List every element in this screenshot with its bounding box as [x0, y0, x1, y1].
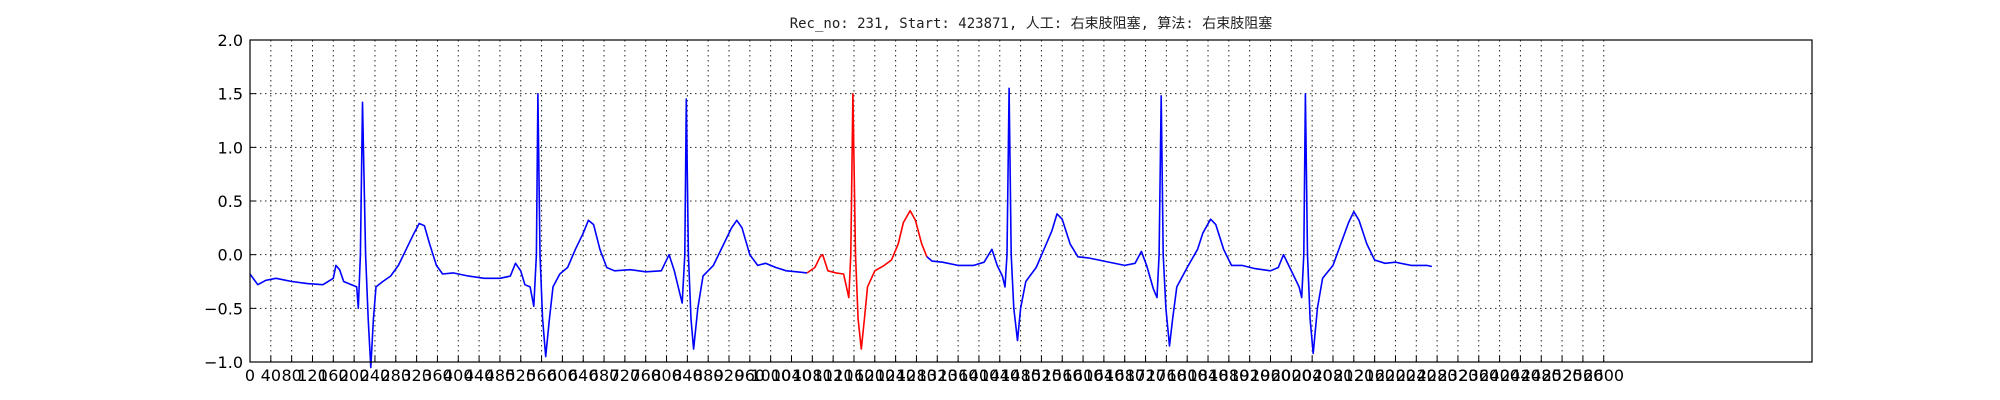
x-tick-label: 2240 [1396, 366, 1437, 385]
x-tick-label: 2120 [1333, 366, 1374, 385]
x-tick-label: 480 [485, 366, 516, 385]
x-tick-label: 1360 [938, 366, 979, 385]
x-tick-label: 2080 [1313, 366, 1354, 385]
chart-title: Rec_no: 231, Start: 423871, 人工: 右束肢阻塞, 算… [790, 15, 1273, 32]
x-tick-label: 120 [297, 366, 328, 385]
x-tick-label: 1520 [1021, 366, 1062, 385]
x-tick-label: 0 [245, 366, 255, 385]
x-tick-label: 2040 [1292, 366, 1333, 385]
x-tick-label: 1640 [1084, 366, 1125, 385]
x-tick-label: 2600 [1583, 366, 1624, 385]
y-axis-ticks: −1.0 −0.5 0.0 0.5 1.0 1.5 2.0 [204, 31, 256, 372]
x-tick-label: 1960 [1250, 366, 1291, 385]
x-tick-label: 2520 [1542, 366, 1583, 385]
y-tick-label: 1.0 [218, 138, 243, 157]
y-tick-label: 0.5 [218, 192, 243, 211]
x-tick-label: 1560 [1042, 366, 1083, 385]
grid-lines [250, 40, 1812, 362]
x-tick-label: 2560 [1563, 366, 1604, 385]
ecg-series-line-3 [926, 87, 1433, 355]
x-tick-label: 760 [630, 366, 661, 385]
x-tick-label: 2280 [1417, 366, 1458, 385]
x-tick-label: 240 [360, 366, 391, 385]
x-tick-label: 1680 [1104, 366, 1145, 385]
x-tick-label: 1240 [875, 366, 916, 385]
x-tick-label: 1080 [792, 366, 833, 385]
x-tick-label: 1840 [1188, 366, 1229, 385]
x-tick-label: 720 [610, 366, 641, 385]
x-tick-label: 2200 [1375, 366, 1416, 385]
x-tick-label: 680 [589, 366, 620, 385]
x-axis-ticks: 0 40 8012016020024028032036040044048052056… [245, 356, 1624, 385]
x-tick-label: 1800 [1167, 366, 1208, 385]
x-tick-label: 2000 [1271, 366, 1312, 385]
y-tick-label: −0.5 [204, 299, 243, 318]
x-tick-label: 1160 [834, 366, 875, 385]
x-tick-label: 1000 [750, 366, 791, 385]
x-tick-label: 880 [693, 366, 724, 385]
x-tick-label: 200 [339, 366, 370, 385]
x-tick-label: 1920 [1229, 366, 1270, 385]
x-tick-label: 2480 [1521, 366, 1562, 385]
y-tick-label: −1.0 [204, 353, 243, 372]
x-tick-label: 2160 [1354, 366, 1395, 385]
x-tick-label: 1040 [771, 366, 812, 385]
x-tick-label: 600 [547, 366, 578, 385]
y-tick-label: 0.0 [218, 246, 243, 265]
x-tick-label: 1480 [1000, 366, 1041, 385]
y-tick-label: 1.5 [218, 85, 243, 104]
x-tick-label: 1120 [813, 366, 854, 385]
x-tick-label: 920 [714, 366, 745, 385]
x-tick-label: 2360 [1458, 366, 1499, 385]
x-tick-label: 800 [651, 366, 682, 385]
series-group [249, 87, 1433, 369]
x-tick-label: 960 [735, 366, 766, 385]
y-tick-label: 2.0 [218, 31, 243, 50]
x-tick-label: 520 [505, 366, 536, 385]
ecg-series-line-2 [806, 92, 928, 350]
ecg-series-line-1 [249, 92, 808, 369]
x-tick-label: 160 [318, 366, 349, 385]
x-tick-label: 1600 [1063, 366, 1104, 385]
x-tick-label: 1400 [959, 366, 1000, 385]
x-tick-label: 1720 [1125, 366, 1166, 385]
x-tick-label: 1880 [1208, 366, 1249, 385]
x-tick-label: 840 [672, 366, 703, 385]
x-tick-label: 1760 [1146, 366, 1187, 385]
x-tick-label: 560 [526, 366, 557, 385]
x-tick-label: 80 [281, 366, 301, 385]
x-tick-label: 440 [464, 366, 495, 385]
x-tick-label: 1440 [979, 366, 1020, 385]
x-tick-label: 2440 [1500, 366, 1541, 385]
x-tick-label: 1320 [917, 366, 958, 385]
x-tick-label: 640 [568, 366, 599, 385]
x-tick-label: 1280 [896, 366, 937, 385]
x-tick-label: 400 [443, 366, 474, 385]
x-tick-label: 1200 [854, 366, 895, 385]
x-tick-label: 40 [261, 366, 281, 385]
x-tick-label: 320 [401, 366, 432, 385]
x-tick-label: 2400 [1479, 366, 1520, 385]
x-tick-label: 360 [422, 366, 453, 385]
x-tick-label: 280 [381, 366, 412, 385]
x-tick-label: 2320 [1438, 366, 1479, 385]
